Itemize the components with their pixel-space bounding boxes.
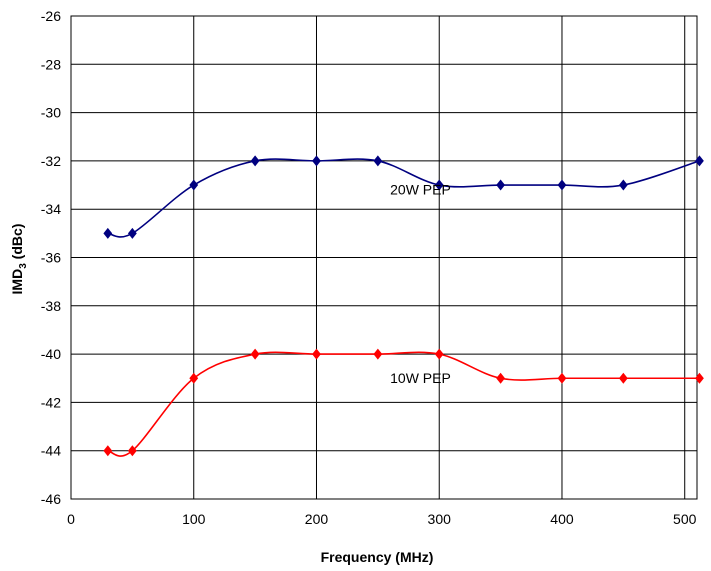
y-tick-label: -42 [41, 394, 61, 410]
data-point-marker [250, 155, 260, 167]
x-tick-label: 400 [550, 511, 574, 527]
y-tick-label: -38 [41, 298, 61, 314]
y-tick-label: -44 [41, 443, 61, 459]
data-point-marker [250, 348, 260, 360]
y-axis-label-main: IMD [9, 269, 25, 295]
y-tick-label: -32 [41, 153, 61, 169]
data-point-marker [103, 227, 113, 239]
data-point-marker [103, 445, 113, 457]
series-label: 20W PEP [390, 182, 451, 198]
y-tick-label: -26 [41, 8, 61, 24]
series-line [107, 351, 700, 457]
series-layer [103, 155, 704, 457]
data-point-marker [312, 155, 321, 167]
series-20w-pep [103, 155, 704, 239]
data-point-marker [434, 179, 444, 191]
data-point-marker [127, 227, 137, 239]
y-tick-label: -28 [41, 56, 61, 72]
data-point-marker [695, 155, 704, 167]
x-tick-label: 500 [673, 511, 697, 527]
y-tick-label: -30 [41, 105, 61, 121]
y-tick-label: -40 [41, 346, 61, 362]
x-tick-label: 200 [305, 511, 329, 527]
data-point-marker [189, 179, 199, 191]
data-point-marker [127, 445, 137, 457]
data-point-marker [557, 179, 567, 191]
x-tick-label: 100 [182, 511, 206, 527]
data-point-marker [496, 372, 506, 384]
data-point-marker [618, 372, 628, 384]
y-axis-label-subscript: 3 [18, 263, 29, 269]
series-line [107, 158, 700, 238]
x-tick-label: 300 [428, 511, 452, 527]
y-axis-label-unit: (dBc) [9, 224, 25, 264]
x-axis-ticks: 0 100 200 300 400 500 [67, 511, 697, 527]
data-point-marker [312, 348, 321, 360]
data-point-marker [189, 372, 199, 384]
data-point-marker [695, 372, 704, 384]
plot-frame [70, 15, 698, 500]
data-point-marker [373, 155, 383, 167]
data-point-marker [434, 348, 444, 360]
y-axis-ticks: -26 -28 -30 -32 -34 -36 -38 -40 -42 -44 -46 [41, 8, 61, 507]
series-label: 10W PEP [390, 370, 451, 386]
x-axis-label: Frequency (MHz) [321, 549, 434, 565]
data-point-marker [618, 179, 628, 191]
data-point-marker [496, 179, 506, 191]
y-tick-label: -34 [41, 201, 61, 217]
data-point-marker [557, 372, 567, 384]
series-labels: 20W PEP 10W PEP [390, 182, 451, 386]
y-tick-label: -36 [41, 250, 61, 266]
data-point-marker [373, 348, 383, 360]
x-tick-label: 0 [67, 511, 75, 527]
y-axis-label: IMD3 (dBc) [9, 224, 29, 295]
y-tick-label: -46 [41, 491, 61, 507]
series-10w-pep [103, 348, 704, 457]
grid [70, 15, 697, 500]
